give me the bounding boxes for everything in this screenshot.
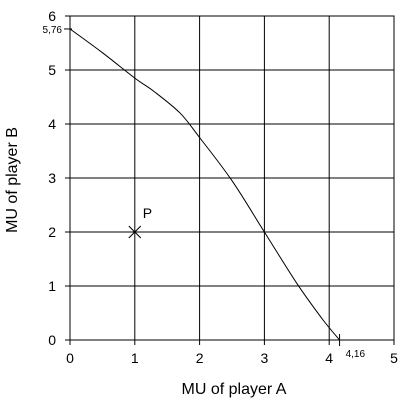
y-tick-label: 3	[48, 170, 56, 186]
ticks: 0 1 2 3 4 5 0 1 2 3 4 5 6	[48, 8, 398, 366]
x-tick-label: 0	[66, 350, 74, 366]
x-intercept-label: 4,16	[346, 349, 366, 360]
y-axis-title: MU of player B	[4, 127, 21, 233]
x-tick-label: 5	[390, 350, 398, 366]
point-p-marker	[128, 225, 142, 239]
y-tick-label: 0	[48, 332, 56, 348]
x-tick-label: 1	[131, 350, 139, 366]
y-tick-label: 5	[48, 62, 56, 78]
x-tick-label: 2	[196, 350, 204, 366]
grid	[70, 16, 394, 340]
y-tick-label: 2	[48, 224, 56, 240]
point-p-label: P	[143, 205, 152, 221]
labels: 5,76 4,16 P	[43, 25, 366, 360]
y-intercept-label: 5,76	[43, 25, 63, 36]
x-tick-label: 3	[261, 350, 269, 366]
y-tick-label: 6	[48, 8, 56, 24]
y-tick-label: 4	[48, 116, 56, 132]
y-tick-label: 1	[48, 278, 56, 294]
x-tick-label: 4	[325, 350, 333, 366]
markers	[64, 28, 341, 346]
x-axis-title: MU of player A	[182, 381, 287, 398]
utility-frontier-line	[69, 28, 340, 341]
